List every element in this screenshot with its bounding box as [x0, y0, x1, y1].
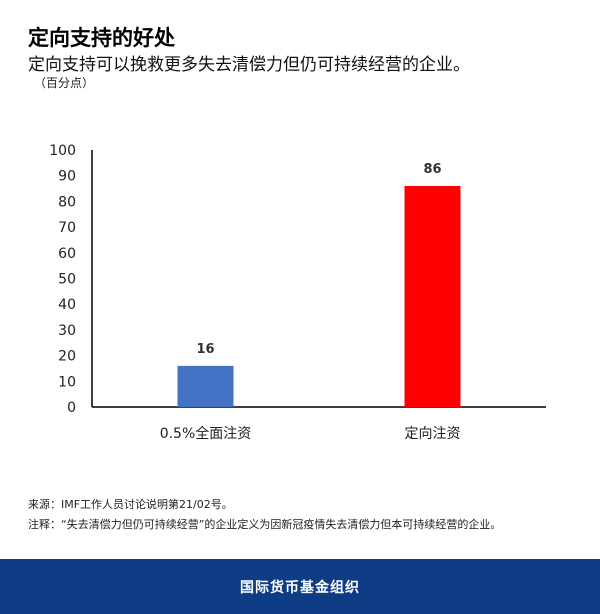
unit-label: （百分点）	[34, 76, 95, 90]
footer-banner: 国际货币基金组织	[0, 559, 600, 614]
y-tick-label: 0	[67, 400, 76, 416]
y-tick-label: 20	[58, 349, 76, 365]
data-label: 16	[196, 342, 214, 357]
chart-subtitle: 定向支持可以挽救更多失去清偿力但仍可持续经营的企业。	[28, 55, 470, 75]
footnote: 注释：“失去清偿力但仍可持续经营”的企业定义为因新冠疫情失去清偿力但本可持续经营…	[28, 518, 502, 531]
y-tick-label: 60	[58, 246, 76, 262]
data-label: 86	[423, 162, 441, 177]
y-tick-label: 100	[49, 143, 76, 159]
chart-title: 定向支持的好处	[28, 26, 175, 50]
y-tick-label: 30	[58, 323, 76, 339]
bar-chart: 0 10 20 30 40 50 60 70 80 90 100 16 0.5%全面注资 86 定向注资	[49, 143, 546, 442]
bar-1	[177, 365, 234, 407]
y-tick-label: 80	[58, 194, 76, 210]
bar-2	[404, 185, 461, 407]
source-note: 来源：IMF工作人员讨论说明第21/02号。	[28, 498, 233, 511]
x-category-label: 0.5%全面注资	[160, 425, 252, 442]
org-name: 国际货币基金组织	[240, 579, 360, 596]
y-tick-label: 50	[58, 272, 76, 288]
x-category-label: 定向注资	[405, 426, 461, 442]
y-tick-label: 70	[58, 220, 76, 236]
y-tick-label: 10	[58, 374, 76, 390]
y-tick-label: 40	[58, 297, 76, 313]
y-tick-label: 90	[58, 169, 76, 185]
